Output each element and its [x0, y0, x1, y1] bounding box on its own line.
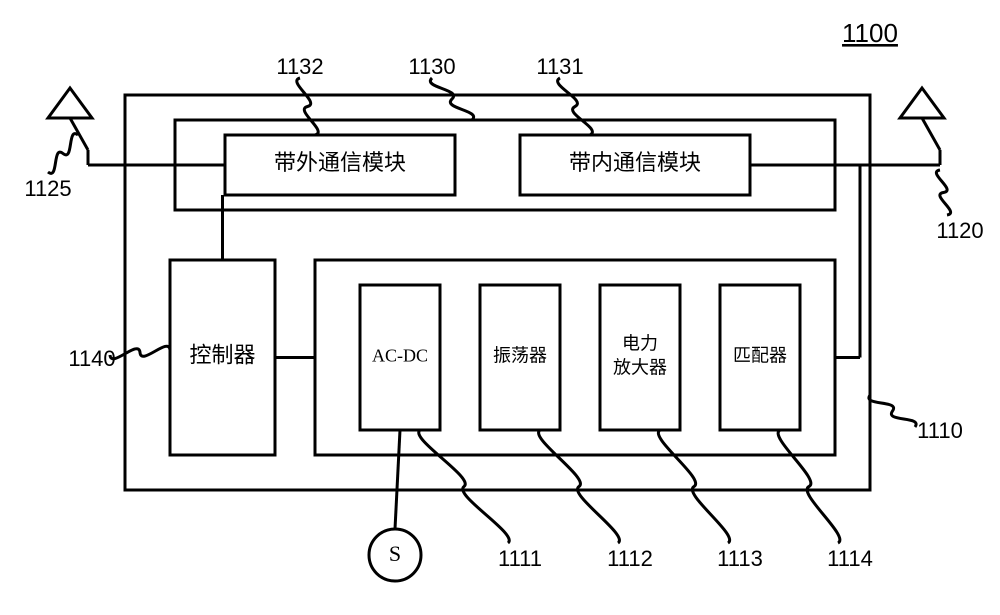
ref-r1131: 1131: [536, 54, 583, 79]
diagram-canvas: 带外通信模块 带内通信模块控制器 AC-DC 振荡器 电力放大器 匹配器 S 1100 1132…: [0, 0, 1000, 615]
lead-l1132: [297, 78, 318, 135]
ref-r1140: 1140: [68, 346, 115, 371]
ref-r1111: 1111: [498, 546, 542, 571]
lead-l1131: [558, 78, 593, 135]
source-label: S: [389, 541, 401, 566]
label-out_of_band: 带外通信模块: [274, 150, 406, 175]
w-src-v: [395, 430, 400, 529]
lead-l1111: [419, 430, 510, 543]
antenna-right-mast: [922, 118, 940, 150]
lead-l1114: [778, 430, 840, 543]
lead-l1113: [658, 430, 729, 543]
lead-l1112: [539, 430, 620, 543]
ref-r1125: 1125: [24, 176, 71, 201]
ref-r1100: 1100: [842, 18, 898, 48]
ref-r1110: 1110: [917, 418, 963, 443]
label-pa-0: 电力: [622, 334, 658, 354]
ref-r1130: 1130: [408, 54, 455, 79]
label-in_band: 带内通信模块: [569, 150, 701, 175]
lead-l1130: [430, 78, 473, 120]
label-matcher: 匹配器: [733, 346, 787, 366]
ref-r1112: 1112: [607, 546, 653, 571]
ref-r1113: 1113: [717, 546, 763, 571]
lead-l1140: [110, 346, 170, 359]
lead-l1120: [936, 170, 950, 215]
lead-l1110: [869, 395, 916, 427]
label-controller: 控制器: [189, 343, 255, 368]
ref-r1114: 1114: [827, 546, 873, 571]
label-osc: 振荡器: [493, 346, 547, 366]
ref-r1120: 1120: [936, 218, 983, 243]
label-pa-1: 放大器: [613, 358, 667, 378]
antenna-right-head: [900, 88, 944, 118]
lead-l1125: [48, 134, 78, 174]
antenna-left-head: [48, 88, 92, 118]
label-acdc: AC-DC: [372, 346, 428, 366]
ref-r1132: 1132: [276, 54, 323, 79]
